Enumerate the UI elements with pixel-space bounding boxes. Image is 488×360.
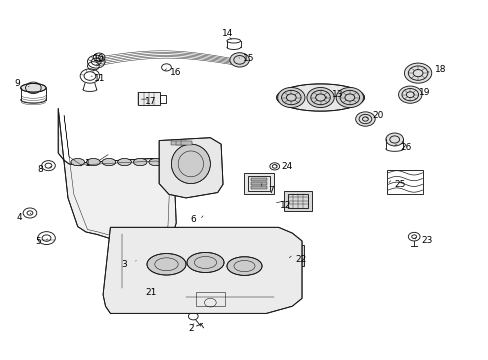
Ellipse shape [20, 84, 46, 92]
Text: 9: 9 [15, 79, 20, 88]
Bar [278, 247, 300, 263]
Text: 20: 20 [371, 111, 383, 120]
Text: 17: 17 [144, 96, 156, 105]
Circle shape [229, 53, 249, 67]
Circle shape [335, 87, 363, 108]
Text: 16: 16 [170, 68, 182, 77]
Text: 18: 18 [434, 65, 445, 74]
Bar [248, 176, 269, 192]
Text: 5: 5 [35, 237, 41, 246]
Bar [386, 170, 423, 194]
Text: 12: 12 [279, 201, 290, 210]
Text: 3: 3 [122, 260, 127, 269]
Text: 22: 22 [295, 255, 306, 264]
Bar [274, 244, 304, 266]
Text: 8: 8 [38, 165, 43, 174]
Polygon shape [159, 138, 223, 198]
Bar [138, 93, 159, 105]
Circle shape [277, 87, 305, 108]
Text: 10: 10 [93, 54, 105, 63]
Text: 23: 23 [420, 237, 431, 246]
Text: 19: 19 [418, 87, 430, 96]
Ellipse shape [186, 252, 224, 273]
Polygon shape [58, 108, 176, 241]
Polygon shape [103, 227, 302, 314]
Ellipse shape [171, 144, 210, 184]
Ellipse shape [102, 158, 116, 166]
Ellipse shape [71, 158, 84, 166]
Bar [244, 173, 273, 194]
Text: 11: 11 [94, 75, 105, 84]
Ellipse shape [149, 158, 162, 166]
Bar [251, 186, 266, 189]
Ellipse shape [276, 84, 364, 111]
Text: 15: 15 [242, 54, 254, 63]
Bar [284, 191, 311, 211]
Text: 2: 2 [188, 324, 193, 333]
Text: 4: 4 [17, 213, 22, 222]
Text: 1: 1 [85, 159, 91, 168]
Bar [251, 182, 266, 185]
Circle shape [398, 86, 421, 103]
Text: 13: 13 [331, 90, 343, 99]
Circle shape [404, 63, 431, 83]
Text: 6: 6 [190, 215, 195, 224]
Ellipse shape [86, 158, 100, 166]
Circle shape [355, 112, 374, 126]
Ellipse shape [118, 158, 131, 166]
Text: 26: 26 [400, 143, 411, 152]
Circle shape [385, 133, 403, 146]
Circle shape [306, 87, 333, 108]
Bar [195, 292, 224, 306]
Text: 7: 7 [267, 186, 273, 195]
Ellipse shape [133, 158, 147, 166]
Ellipse shape [147, 253, 185, 275]
Bar [288, 194, 307, 208]
Bar [176, 141, 186, 145]
Bar [181, 141, 191, 145]
Bar [171, 141, 182, 145]
Text: 21: 21 [145, 288, 156, 297]
Bar [251, 178, 266, 181]
Ellipse shape [226, 257, 262, 275]
Text: 25: 25 [394, 180, 405, 189]
Text: 14: 14 [222, 29, 233, 38]
Text: 24: 24 [281, 162, 292, 171]
Bar [159, 95, 166, 103]
